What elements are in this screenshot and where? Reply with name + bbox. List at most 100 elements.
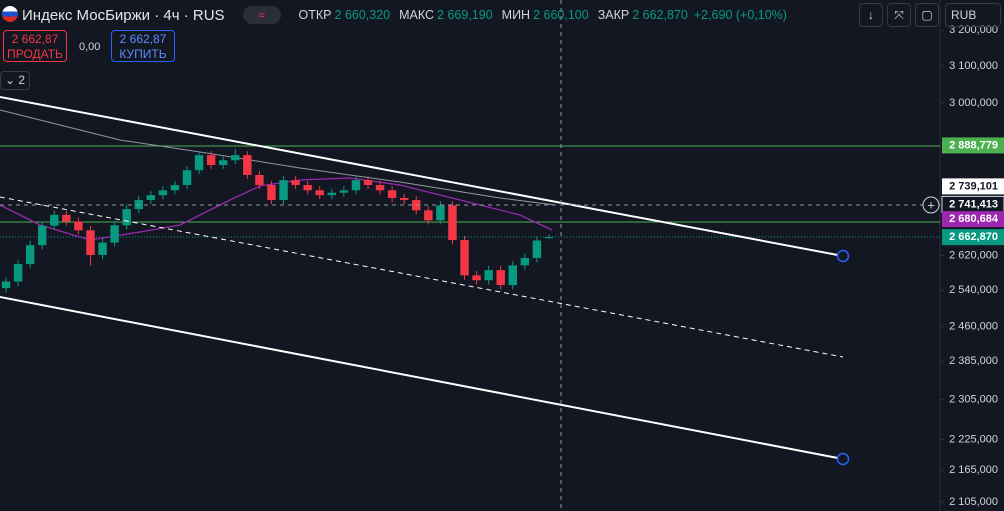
y-tick-label: 2 105,000 xyxy=(949,496,998,508)
add-icon: + xyxy=(927,197,935,212)
price-label-box xyxy=(942,137,1004,154)
handle[interactable] xyxy=(836,452,850,466)
toolbar-button[interactable]: ⤧ xyxy=(887,3,911,27)
candle-body xyxy=(484,270,493,281)
candle-body xyxy=(375,185,385,191)
candle-body xyxy=(544,237,554,239)
sell-label: ПРОДАТЬ xyxy=(7,47,63,61)
indicators-count: 2 xyxy=(18,73,26,87)
y-tick-label: 3 200,000 xyxy=(949,24,998,36)
ohlc-value: 2 662,870 xyxy=(632,8,688,22)
price-axis-bg xyxy=(940,0,1004,511)
candle-body xyxy=(170,185,180,191)
candle-body xyxy=(387,190,397,199)
candle-body xyxy=(351,180,361,191)
candle-body xyxy=(424,210,433,221)
toolbar-button[interactable]: ▢ xyxy=(915,3,939,27)
channel-line xyxy=(0,96,844,257)
candle-body xyxy=(363,180,373,186)
symbol[interactable]: Индекс МосБиржи · 4ч · RUS xyxy=(22,6,225,24)
price-label: 2 741,413 xyxy=(949,198,998,210)
ohlc-value: 2 660,100 xyxy=(533,8,589,22)
candle-body xyxy=(86,230,95,255)
candle-body xyxy=(38,225,47,246)
toolbar-button[interactable]: ↓ xyxy=(859,3,883,27)
candle-body xyxy=(339,190,349,193)
candle-body xyxy=(496,270,505,286)
header: Индекс МосБиржи · 4ч · RUS ≈ ОТКР 2 660,3… xyxy=(0,4,787,26)
y-tick-label: 2 540,000 xyxy=(949,284,998,296)
candle-body xyxy=(291,180,300,186)
ohlc: ОТКР 2 660,320 МАКС 2 669,190 МИН 2 660,100 ЗА… xyxy=(299,8,694,22)
price-label: 2 662,870 xyxy=(949,231,998,243)
candle-body xyxy=(13,264,23,282)
candle-body xyxy=(532,240,542,258)
buy-label: КУПИТЬ xyxy=(119,47,167,61)
flag-icon xyxy=(2,6,18,22)
candle-body xyxy=(1,281,11,289)
candle-body xyxy=(62,214,71,222)
candle-body xyxy=(158,190,168,196)
handle[interactable] xyxy=(836,249,850,263)
buy-price: 2 662,87 xyxy=(119,32,167,46)
y-tick-label: 3 000,000 xyxy=(949,97,998,109)
candle-body xyxy=(472,275,481,281)
candle-body xyxy=(74,221,83,231)
y-tick-label: 2 305,000 xyxy=(949,394,998,406)
candle-body xyxy=(508,265,517,286)
candles xyxy=(1,148,554,293)
candle-body xyxy=(110,225,119,243)
price-label: 2 888,779 xyxy=(949,139,998,151)
y-tick-label: 2 620,000 xyxy=(949,249,998,261)
candle-body xyxy=(98,242,107,255)
y-tick-label: 2 225,000 xyxy=(949,433,998,445)
candle-body xyxy=(315,190,324,196)
ohlc-label: МИН xyxy=(501,8,531,22)
candle-body xyxy=(303,185,312,191)
buy-button[interactable]: 2 662,87 КУПИТЬ xyxy=(111,30,175,62)
indicators-toggle[interactable]: ⌄ 2 xyxy=(0,71,30,90)
ohlc-label: МАКС xyxy=(399,8,435,22)
moving-average xyxy=(0,177,553,241)
ohlc-label: ЗАКР xyxy=(597,8,630,22)
candle-body xyxy=(448,205,457,241)
candle-body xyxy=(243,155,252,175)
candle-body xyxy=(255,174,264,186)
candle-body xyxy=(194,155,204,171)
moving-average xyxy=(0,109,556,206)
ohlc-value: 2 669,190 xyxy=(437,8,493,22)
ohlc-label: ОТКР xyxy=(298,8,332,22)
y-tick-label: 2 460,000 xyxy=(949,320,998,332)
y-tick-label: 2 165,000 xyxy=(949,464,998,476)
candle-body xyxy=(436,205,445,221)
candle-body xyxy=(267,185,276,201)
sell-button[interactable]: 2 662,87 ПРОДАТЬ xyxy=(3,30,67,62)
add-button[interactable] xyxy=(922,196,940,214)
price-label-box xyxy=(942,178,1004,195)
toggle[interactable]: ≈ xyxy=(242,6,281,24)
channel-midline xyxy=(0,196,844,358)
y-tick-label: 3 100,000 xyxy=(949,60,998,72)
price-label: 2 680,684 xyxy=(949,213,999,225)
candle-body xyxy=(231,155,240,161)
candle-body xyxy=(279,180,288,201)
ohlc-value: 2 660,320 xyxy=(334,8,391,22)
candle-body xyxy=(460,240,469,276)
change: +2,690 (+0,10%) xyxy=(693,8,787,22)
candle-body xyxy=(520,257,530,266)
candle-body xyxy=(25,245,35,265)
price-label: 2 739,101 xyxy=(949,180,998,192)
price-label-box xyxy=(942,229,1004,246)
channel-line xyxy=(0,296,844,460)
candle-body xyxy=(146,195,156,201)
candle-body xyxy=(206,155,216,166)
candle-body xyxy=(327,192,337,196)
currency-select[interactable]: RUB xyxy=(945,3,1001,27)
candle-body xyxy=(122,209,131,226)
sell-price: 2 662,87 xyxy=(11,32,59,46)
candle-body xyxy=(218,160,228,166)
price-label-box xyxy=(942,211,1004,228)
candle-body xyxy=(50,214,59,226)
